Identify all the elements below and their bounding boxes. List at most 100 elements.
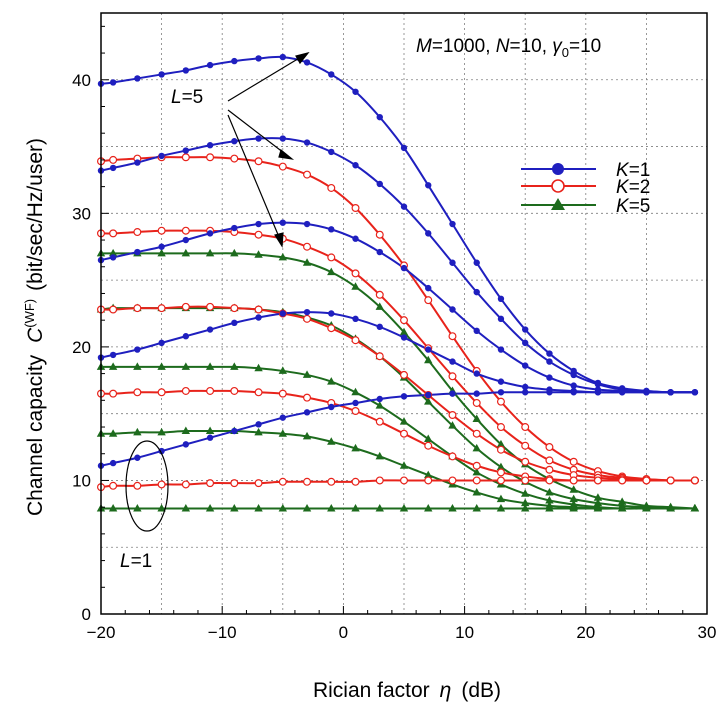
point-k2: [181, 386, 190, 395]
point-k1: [279, 310, 286, 317]
point-k5: [351, 387, 360, 396]
y-tick-label: 10: [72, 471, 91, 490]
point-k2: [569, 457, 578, 466]
point-k1: [231, 319, 238, 327]
point-k2: [375, 417, 384, 426]
point-k2: [472, 429, 481, 438]
point-k2: [448, 372, 457, 381]
point-k2: [157, 480, 166, 489]
point-k1: [352, 88, 359, 95]
point-k1: [206, 326, 214, 333]
point-k2: [303, 477, 312, 486]
point-k2: [327, 253, 336, 262]
point-k1: [255, 314, 262, 321]
point-k1: [109, 459, 117, 467]
point-k5: [108, 503, 118, 512]
point-k5: [593, 493, 603, 501]
point-k5: [569, 485, 578, 493]
legend: K=1 K=2 K=5: [521, 160, 650, 217]
point-k5: [254, 503, 263, 512]
point-k1: [134, 454, 141, 461]
point-k2: [666, 476, 675, 485]
point-k5: [230, 248, 239, 257]
point-k5: [424, 503, 433, 512]
point-k1: [376, 323, 383, 331]
point-k5: [496, 462, 506, 471]
point-k1: [618, 389, 626, 396]
point-k5: [327, 267, 336, 276]
point-k5: [521, 498, 530, 507]
point-k2: [303, 393, 312, 402]
point-k5: [302, 431, 312, 440]
point-k1: [473, 327, 480, 335]
point-k1: [449, 306, 456, 313]
point-k1: [473, 259, 480, 266]
point-k2: [206, 386, 215, 395]
point-k1: [255, 55, 262, 62]
point-k2: [472, 461, 481, 470]
point-k5: [108, 429, 118, 437]
point-k5: [278, 429, 287, 437]
point-k5: [424, 470, 433, 479]
point-k2: [690, 476, 699, 485]
point-k1: [255, 421, 262, 428]
point-k1: [255, 135, 262, 142]
point-k5: [472, 443, 481, 452]
point-k5: [181, 426, 191, 435]
point-k1: [328, 71, 335, 78]
point-k5: [181, 248, 191, 257]
point-k2: [254, 305, 263, 314]
point-k1: [570, 389, 577, 396]
point-k5: [278, 252, 287, 261]
point-k1: [376, 113, 383, 121]
point-k5: [472, 414, 481, 423]
point-k1: [449, 220, 456, 228]
point-k1: [134, 346, 141, 353]
point-k1: [473, 370, 480, 377]
point-k1: [255, 220, 262, 228]
point-k1: [134, 248, 141, 256]
point-k5: [133, 362, 142, 370]
point-k2: [327, 183, 336, 192]
point-k5: [133, 427, 142, 436]
point-k2: [521, 476, 530, 485]
point-k1: [206, 142, 214, 149]
point-k2: [109, 305, 118, 314]
label-l5: L=5: [171, 87, 203, 108]
point-k1: [182, 147, 190, 154]
point-k1: [376, 180, 383, 188]
point-k2: [521, 441, 530, 450]
point-k2: [109, 155, 118, 164]
svg-text:K=2: K=2: [616, 177, 650, 198]
point-k5: [157, 362, 166, 370]
y-tick-label: 40: [72, 71, 91, 90]
point-k1: [328, 310, 335, 317]
point-k2: [254, 388, 263, 397]
point-k5: [254, 427, 263, 436]
svg-text:K=5: K=5: [616, 196, 650, 217]
point-k2: [618, 476, 627, 485]
point-k1: [594, 389, 602, 396]
point-k2: [351, 336, 360, 345]
point-k1: [400, 144, 408, 152]
point-k1: [546, 374, 553, 381]
point-k1: [449, 259, 456, 266]
point-k5: [375, 302, 384, 310]
point-k1: [206, 434, 214, 441]
point-k1: [182, 236, 190, 244]
point-k5: [690, 503, 700, 512]
point-k1: [522, 326, 529, 333]
point-k1: [473, 288, 480, 296]
point-k2: [400, 370, 409, 379]
point-k2: [472, 398, 481, 407]
x-tick-label: 10: [455, 623, 474, 642]
point-k5: [545, 503, 554, 512]
point-k5: [472, 503, 481, 512]
point-k2: [375, 352, 384, 361]
point-k5: [593, 498, 603, 507]
point-k2: [157, 304, 166, 313]
point-k1: [667, 389, 674, 396]
point-k2: [375, 290, 384, 299]
point-k1: [497, 295, 505, 303]
point-k5: [424, 397, 433, 405]
